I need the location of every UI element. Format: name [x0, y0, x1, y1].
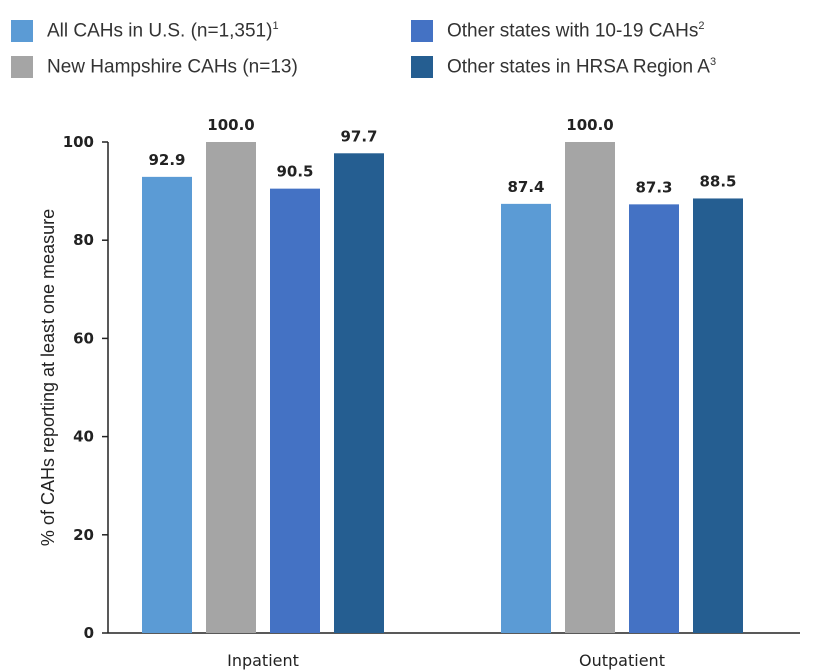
legend-label-other-states-hrsa-region-a: Other states in HRSA Region A3	[447, 56, 717, 78]
data-label-outpatient-other-states-with-10-19-cahs: 87.3	[635, 178, 672, 196]
y-tick-label-40: 40	[73, 428, 94, 446]
legend-item-other-states-10-19: Other states with 10-19 CAHs2	[411, 20, 705, 43]
y-tick-label-80: 80	[73, 231, 94, 249]
y-tick-label-100: 100	[63, 133, 94, 151]
data-label-inpatient-other-states-with-10-19-cahs: 90.5	[276, 163, 313, 181]
chart-legend: All CAHs in U.S. (n=1,351)1 New Hampshir…	[0, 0, 814, 90]
bar-inpatient-new-hampshire-cahs-n-13	[206, 142, 256, 633]
bar-inpatient-all-cahs-in-u-s-n-1-351	[142, 176, 192, 633]
y-axis-label: % of CAHs reporting at least one measure	[38, 209, 58, 546]
legend-label-all-cahs-us: All CAHs in U.S. (n=1,351)1	[47, 20, 279, 42]
legend-label-new-hampshire-cahs: New Hampshire CAHs (n=13)	[47, 56, 298, 78]
y-tick-label-0: 0	[84, 624, 94, 642]
legend-swatch-new-hampshire-cahs	[11, 56, 33, 79]
bar-outpatient-other-states-with-10-19-cahs	[629, 204, 679, 633]
data-label-inpatient-other-states-in-hrsa-region-a: 97.7	[340, 127, 377, 145]
legend-swatch-all-cahs-us	[11, 20, 33, 43]
legend-swatch-other-states-hrsa-region-a	[411, 56, 433, 79]
data-label-outpatient-other-states-in-hrsa-region-a: 88.5	[699, 172, 736, 190]
y-tick-label-20: 20	[73, 526, 94, 544]
legend-item-all-cahs-us: All CAHs in U.S. (n=1,351)1	[11, 20, 279, 43]
data-label-outpatient-all-cahs-in-u-s-n-1-351: 87.4	[507, 178, 544, 196]
legend-item-other-states-hrsa-region-a: Other states in HRSA Region A3	[411, 56, 717, 79]
y-tick-label-60: 60	[73, 329, 94, 347]
data-label-outpatient-new-hampshire-cahs-n-13: 100.0	[566, 116, 613, 134]
bar-outpatient-other-states-in-hrsa-region-a	[693, 198, 743, 633]
bar-inpatient-other-states-with-10-19-cahs	[270, 188, 320, 633]
legend-label-other-states-10-19: Other states with 10-19 CAHs2	[447, 20, 705, 42]
data-label-inpatient-all-cahs-in-u-s-n-1-351: 92.9	[148, 151, 185, 169]
bar-inpatient-other-states-in-hrsa-region-a	[334, 153, 384, 633]
data-label-inpatient-new-hampshire-cahs-n-13: 100.0	[207, 116, 254, 134]
x-category-label-inpatient: Inpatient	[227, 651, 299, 670]
bar-outpatient-all-cahs-in-u-s-n-1-351	[501, 203, 551, 633]
legend-item-new-hampshire-cahs: New Hampshire CAHs (n=13)	[11, 56, 298, 79]
x-category-label-outpatient: Outpatient	[579, 651, 665, 670]
legend-swatch-other-states-10-19	[411, 20, 433, 43]
bar-outpatient-new-hampshire-cahs-n-13	[565, 142, 615, 633]
